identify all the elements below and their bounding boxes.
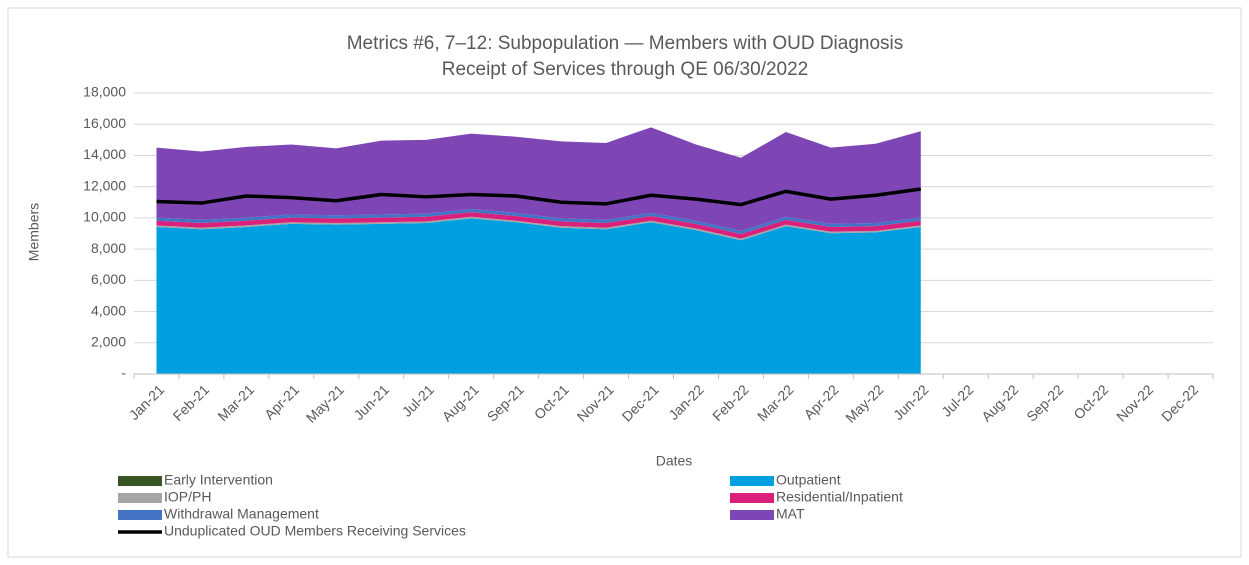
y-tick-label: 10,000	[83, 209, 126, 225]
y-tick-label: -	[121, 365, 126, 381]
chart-frame	[7, 7, 1242, 558]
area	[156, 212, 921, 239]
legend-label: Withdrawal Management	[164, 506, 319, 522]
y-tick-label: 18,000	[83, 84, 126, 100]
x-tick-label: Jul-22	[938, 381, 976, 419]
area	[156, 218, 921, 374]
x-axis-label: Dates	[656, 453, 693, 469]
legend-swatch	[730, 476, 774, 486]
x-tick-label: Nov-22	[1113, 381, 1156, 424]
x-tick-label: Mar-22	[754, 381, 797, 424]
y-tick-label: 2,000	[91, 333, 126, 349]
chart-subtitle: Receipt of Services through QE 06/30/202…	[442, 59, 809, 80]
x-tick-label: Feb-22	[709, 381, 752, 424]
y-tick-label: 14,000	[83, 146, 126, 162]
x-tick-label: Nov-21	[574, 381, 617, 424]
y-tick-label: 16,000	[83, 115, 126, 131]
legend-label: MAT	[776, 506, 805, 522]
x-tick-label: Dec-21	[619, 381, 662, 424]
legend-label: IOP/PH	[164, 489, 211, 505]
legend-label: Residential/Inpatient	[776, 489, 903, 505]
x-tick-label: May-22	[842, 381, 886, 425]
x-tick-label: May-21	[303, 381, 347, 425]
legend-swatch	[118, 510, 162, 520]
x-tick-label: Jun-21	[350, 381, 392, 423]
x-tick-label: Dec-22	[1158, 381, 1201, 424]
x-tick-label: Jan-22	[665, 381, 707, 423]
y-tick-label: 6,000	[91, 271, 126, 287]
x-tick-label: Aug-22	[978, 381, 1021, 424]
x-tick-label: Sep-22	[1023, 381, 1066, 424]
x-tick-label: Apr-21	[261, 381, 302, 422]
legend-label: Unduplicated OUD Members Receiving Servi…	[164, 523, 466, 539]
x-tick-label: Apr-22	[801, 381, 842, 422]
x-tick-label: Jan-21	[126, 381, 168, 423]
x-tick-label: Aug-21	[439, 381, 482, 424]
legend-swatch	[118, 476, 162, 486]
x-tick-label: Mar-21	[214, 381, 257, 424]
chart-title: Metrics #6, 7–12: Subpopulation — Member…	[347, 33, 904, 54]
legend-swatch	[118, 493, 162, 503]
x-tick-label: Oct-22	[1070, 381, 1111, 422]
y-tick-label: 8,000	[91, 240, 126, 256]
legend-label: Outpatient	[776, 472, 841, 488]
area	[156, 208, 921, 234]
y-axis-label: Members	[26, 203, 42, 261]
x-tick-label: Oct-21	[531, 381, 572, 422]
x-tick-label: Feb-21	[169, 381, 212, 424]
legend-swatch	[730, 493, 774, 503]
x-tick-label: Sep-21	[484, 381, 527, 424]
y-tick-label: 12,000	[83, 177, 126, 193]
y-tick-label: 4,000	[91, 302, 126, 318]
legend-label: Early Intervention	[164, 472, 273, 488]
x-tick-label: Jun-22	[890, 381, 932, 423]
x-tick-label: Jul-21	[399, 381, 437, 419]
area	[156, 127, 921, 231]
legend-swatch	[730, 510, 774, 520]
line	[156, 187, 922, 207]
